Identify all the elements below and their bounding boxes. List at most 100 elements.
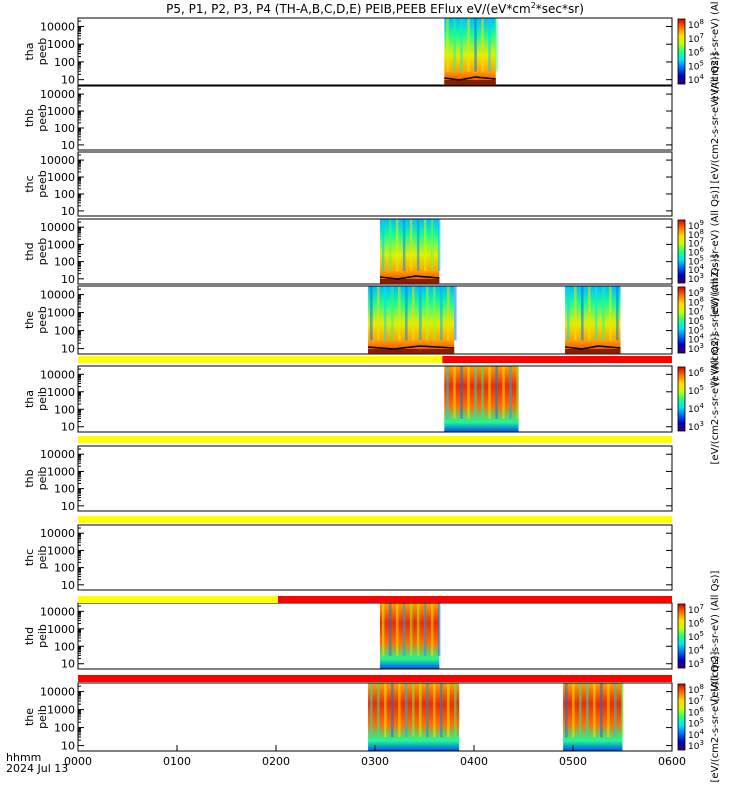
colorbar: [eV/(cm2-s-sr-eV) (All Qs)] (710, 52, 721, 183)
spectrogram-streak (377, 683, 380, 738)
colorbar-tick-label: 105 (688, 630, 704, 643)
spectrogram-streak (412, 683, 415, 738)
mode-bar-segment (78, 516, 672, 523)
spacecraft-potential-line (368, 345, 455, 350)
spectrogram-streak (391, 683, 394, 738)
x-tick-label: 0400 (460, 755, 488, 768)
y-tick-label: 10 (61, 343, 75, 356)
panel-product-label: peib (36, 387, 49, 411)
spectrogram-streak (426, 683, 429, 738)
mode-bar (78, 356, 672, 363)
spectrogram-streak (572, 683, 575, 738)
panel-product-label: peeb (36, 104, 49, 132)
panel-probe-label: tha (23, 42, 36, 60)
y-tick-label: 100 (54, 256, 75, 269)
mode-bar-segment (442, 356, 672, 363)
colorbar-tick-label: 104 (688, 73, 704, 86)
panel-product-label: peeb (36, 38, 49, 66)
panel-thb-peib: 10000 1000 100 10 thb peib (23, 445, 673, 513)
colorbar-tick-label: 107 (688, 603, 704, 616)
spectrogram-streak (474, 366, 477, 419)
colorbar-unit-label: [eV/(cm2-s-sr-eV) (All Qs)] (710, 333, 721, 464)
y-tick-label: 10000 (40, 88, 75, 101)
x-tick-label: 0600 (658, 755, 686, 768)
colorbar-tick-label: 106 (688, 617, 704, 630)
panel-frame (77, 445, 673, 512)
panel-probe-label: tha (23, 390, 36, 408)
panel-probe-label: thb (23, 109, 36, 127)
y-tick-label: 1000 (47, 38, 75, 51)
spectrogram-block (379, 219, 440, 284)
x-axis-label-format: hhmm (6, 751, 41, 764)
panel-thc-peib: 10000 1000 100 10 thc peib (23, 524, 673, 592)
spectrogram-streak (395, 219, 399, 271)
y-tick-label: 10000 (40, 368, 75, 381)
colorbar-tick-label: 105 (688, 384, 704, 397)
panel-thd-peeb: 10000 1000 100 10 thd peeb 1091081071061051041… (23, 186, 721, 317)
colorbar-scale (677, 18, 686, 85)
colorbar-scale (677, 286, 686, 354)
spectrogram-streak (621, 683, 624, 738)
spectrogram-streak (495, 18, 498, 72)
spectrogram-streak (437, 219, 441, 271)
y-tick-label: 1000 (47, 105, 75, 118)
colorbar-tick-label: 106 (688, 46, 704, 59)
panel-probe-label: thc (23, 549, 36, 566)
colorbar-tick-label: 104 (688, 402, 704, 415)
colorbar-tick-label: 107 (688, 32, 704, 45)
spectrogram-streak (565, 683, 568, 738)
spectrogram-streak (395, 603, 399, 656)
x-tick-label: 0100 (163, 755, 191, 768)
spectrogram-streak (447, 286, 450, 341)
y-tick-label: 100 (54, 325, 75, 338)
spectrogram-streak (384, 683, 387, 738)
spacecraft-potential-line (444, 76, 496, 81)
spectrogram-streak (398, 286, 401, 341)
panel-probe-label: the (23, 311, 36, 329)
spectrogram-block (368, 286, 455, 354)
panel-frame (77, 85, 673, 151)
spectrogram-streak (402, 219, 406, 271)
spectrogram-streak (467, 366, 470, 419)
spectrogram-streak (453, 366, 456, 419)
y-tick-label: 1000 (47, 307, 75, 320)
spectrogram-streak (588, 286, 591, 341)
spectrogram-streak (467, 18, 470, 72)
spectrogram-streak (416, 219, 420, 271)
y-tick-label: 10000 (40, 154, 75, 167)
panel-tha-peib: 10000 1000 100 10 tha peib 106 105 104 103 [eV/(cm… (23, 333, 721, 464)
spectrogram-streak (409, 603, 413, 656)
y-tick-label: 10000 (40, 605, 75, 618)
y-tick-label: 100 (54, 640, 75, 653)
y-tick-label: 10000 (40, 527, 75, 540)
spectrogram-streak (419, 286, 422, 341)
y-tick-label: 1000 (47, 465, 75, 478)
spectrogram-low-band (379, 279, 440, 283)
spectrogram-streak (447, 683, 450, 738)
spectrogram-block (379, 603, 440, 669)
y-tick-label: 10 (61, 421, 75, 434)
panel-probe-label: thc (23, 175, 36, 192)
spectrogram-streak (405, 683, 408, 738)
spectrogram-streak (607, 683, 610, 738)
spectrogram-streak (579, 683, 582, 738)
spectrogram-streak (370, 286, 373, 341)
spectrogram-streak (384, 286, 387, 341)
y-tick-label: 1000 (47, 238, 75, 251)
panel-thc-peeb: 10000 1000 100 10 thc peeb (23, 151, 673, 218)
colorbar-unit-label: eV/(cm2-s-sr-eV) (Al (710, 1, 721, 101)
y-tick-label: 100 (54, 188, 75, 201)
spectrogram-streak (426, 286, 429, 341)
spectrogram-streak (574, 286, 577, 341)
spectrogram-streak (433, 683, 436, 738)
colorbar-tick-label: 103 (688, 739, 704, 752)
mode-bar (78, 596, 672, 603)
spectrogram-streak (502, 366, 505, 419)
y-tick-label: 10 (61, 658, 75, 671)
colorbar-unit-label: [eV/(cm2-s-sr-eV) (All Qs)] (710, 52, 721, 183)
y-tick-label: 10000 (40, 20, 75, 33)
y-tick-label: 10 (61, 74, 75, 87)
